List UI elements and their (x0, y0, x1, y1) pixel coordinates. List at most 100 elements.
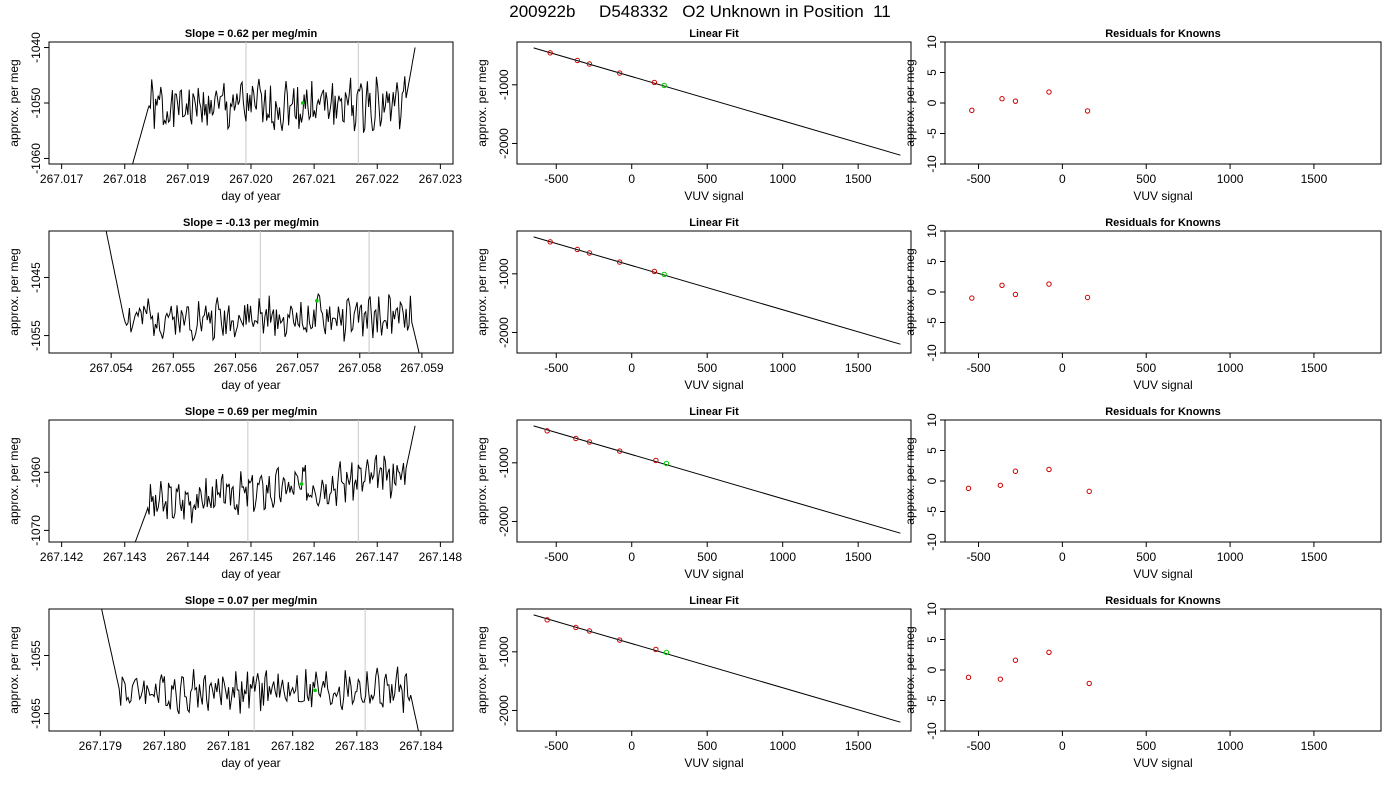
x-tick-label: 267.183 (335, 739, 379, 753)
residual-point (969, 295, 975, 301)
plot-area (965, 466, 1092, 495)
y-tick-label: -1045 (29, 262, 43, 293)
y-tick-label: -5 (925, 695, 939, 706)
x-tick-label: 267.019 (166, 172, 210, 186)
plot-panel-5: Residuals for Knowns -500 0 500 1000 1500 -10 -… (903, 217, 1382, 392)
plot-area (134, 420, 416, 542)
y-axis-label: approx. per meg (475, 248, 489, 335)
known-point (616, 448, 623, 454)
x-tick-label: 267.058 (338, 361, 382, 375)
plot-title: Residuals for Knowns (1105, 595, 1221, 607)
x-tick-label: 500 (697, 739, 717, 753)
y-tick-label: -10 (925, 344, 939, 362)
residual-point (1046, 466, 1052, 473)
x-tick-label: 1500 (1301, 172, 1328, 186)
residual-point (965, 485, 972, 492)
y-tick-label: -10 (925, 533, 939, 551)
x-tick-label: 500 (697, 550, 717, 564)
x-tick-label: -500 (967, 172, 991, 186)
known-point (544, 428, 550, 434)
y-tick-label: 5 (925, 447, 939, 454)
x-tick-label: 0 (628, 172, 635, 186)
y-tick-label: -1060 (29, 143, 43, 174)
plot-title: Residuals for Knowns (1105, 28, 1221, 40)
y-tick-label: 0 (925, 666, 939, 673)
plot-area (533, 236, 901, 345)
plot-title: Slope = 0.69 per meg/min (185, 406, 318, 418)
plot-frame (516, 419, 912, 543)
known-point (574, 246, 581, 253)
page-title: 200922b D548332 O2 Unknown in Position 1… (509, 2, 891, 21)
y-axis-label: approx. per meg (903, 59, 917, 146)
known-point (616, 259, 623, 265)
y-axis-label: approx. per meg (475, 626, 489, 713)
plot-title: Residuals for Knowns (1105, 406, 1221, 418)
known-point (651, 268, 658, 275)
y-tick-label: -5 (925, 317, 939, 328)
known-point (616, 70, 623, 76)
y-tick-label: 10 (925, 35, 939, 49)
y-tick-label: 0 (925, 477, 939, 484)
x-tick-label: 1000 (769, 550, 796, 564)
x-tick-label: 0 (1059, 739, 1066, 753)
y-tick-label: 5 (925, 636, 939, 643)
x-tick-label: 267.148 (419, 550, 463, 564)
residual-point (1086, 488, 1092, 495)
known-point (653, 457, 659, 464)
x-tick-label: 1000 (1217, 172, 1244, 186)
plot-panel-8: Residuals for Knowns -500 0 500 1000 1500 -10 -… (903, 406, 1382, 581)
y-tick-label: -1055 (29, 640, 43, 671)
x-tick-label: 500 (697, 361, 717, 375)
plot-area (105, 231, 420, 353)
fit-line (533, 236, 901, 345)
x-tick-label: 267.179 (79, 739, 123, 753)
x-tick-label: -500 (967, 550, 991, 564)
x-tick-label: 267.180 (143, 739, 187, 753)
fit-line (533, 47, 901, 156)
plot-area (533, 425, 901, 534)
plot-title: Linear Fit (689, 28, 739, 40)
x-tick-label: 267.181 (207, 739, 251, 753)
known-point (544, 617, 550, 623)
x-tick-label: 267.057 (276, 361, 320, 375)
plot-area (533, 614, 901, 723)
x-axis-label: VUV signal (1133, 756, 1192, 770)
x-axis-label: VUV signal (1133, 567, 1192, 581)
x-tick-label: 0 (628, 550, 635, 564)
y-tick-label: 10 (925, 602, 939, 616)
y-axis-label: approx. per meg (475, 437, 489, 524)
x-tick-label: 500 (697, 172, 717, 186)
x-tick-label: 0 (1059, 361, 1066, 375)
x-tick-label: 267.184 (399, 739, 443, 753)
x-axis-label: day of year (221, 189, 280, 203)
x-tick-label: 1500 (845, 172, 872, 186)
x-tick-label: 267.146 (292, 550, 336, 564)
plot-area (969, 281, 1091, 301)
residual-point (1084, 108, 1091, 114)
x-tick-label: 1500 (1301, 550, 1328, 564)
x-tick-label: 1000 (1217, 739, 1244, 753)
y-tick-label: -1040 (29, 32, 43, 63)
y-axis-label: approx. per meg (903, 626, 917, 713)
known-point (586, 628, 593, 634)
y-tick-label: -5 (925, 128, 939, 139)
y-tick-label: 5 (925, 258, 939, 265)
plot-panel-7: Slope = 0.69 per meg/min 267.142 267.143 26… (7, 406, 462, 581)
x-axis-label: day of year (221, 756, 280, 770)
x-tick-label: 267.182 (271, 739, 315, 753)
plot-frame (48, 608, 454, 732)
known-point (573, 624, 579, 631)
x-tick-label: 267.143 (103, 550, 147, 564)
y-tick-label: -1000 (497, 69, 511, 100)
x-tick-label: 267.144 (166, 550, 210, 564)
y-tick-label: -2000 (497, 695, 511, 726)
unknown-sample-marker (313, 688, 317, 693)
y-axis-label: approx. per meg (903, 437, 917, 524)
y-tick-label: -1060 (29, 457, 43, 488)
x-tick-label: 500 (1136, 550, 1156, 564)
residual-point (969, 107, 975, 114)
fit-line (533, 425, 901, 534)
plot-area (101, 609, 419, 731)
y-tick-label: -10 (925, 155, 939, 173)
known-point (574, 57, 581, 64)
